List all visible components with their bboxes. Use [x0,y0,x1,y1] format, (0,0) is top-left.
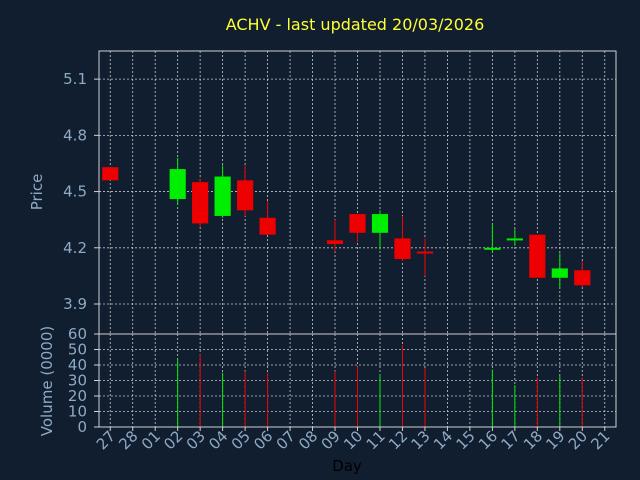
x-axis-ticks: 2728010203040506070809101112131415161718… [93,427,614,453]
volume-tick-label: 20 [68,387,87,405]
candle-16 [484,223,501,252]
x-axis-label: Day [332,457,362,475]
candle-body [506,238,523,241]
candle-body [169,169,186,200]
volume-axis-label: Volume (0000) [38,326,56,436]
candle-19 [551,253,568,290]
price-panel: 5.1 4.8 4.5 4.2 3.9 Price [28,50,617,335]
volume-tick-label: 30 [68,372,87,390]
volume-bars [177,344,583,427]
candle-05 [237,165,254,216]
chart-title: ACHV - last updated 20/03/2026 [226,15,485,34]
price-tick-label: 3.9 [63,295,87,313]
candle-03 [192,178,209,228]
candle-body [192,182,209,224]
candle-body [349,214,366,233]
candlesticks [102,157,591,290]
price-axis-ticks: 5.1 4.8 4.5 4.2 3.9 [63,70,99,313]
candle-18 [529,234,546,278]
volume-tick-label: 40 [68,356,87,374]
candle-body [102,167,119,181]
price-axis-label: Price [28,174,46,211]
volume-tick-label: 60 [68,325,87,343]
candle-body [237,180,254,211]
price-tick-label: 4.8 [63,126,87,144]
candle-11 [371,210,389,250]
candle-body [574,270,591,286]
candle-body [416,251,434,254]
candle-12 [394,215,411,261]
price-tick-label: 4.2 [63,239,87,257]
candle-27 [102,167,119,181]
candle-04 [214,165,231,218]
price-tick-label: 5.1 [63,70,87,88]
candle-20 [574,260,591,288]
candle-13 [416,238,434,276]
candle-body [394,238,411,260]
volume-tick-label: 10 [68,403,87,421]
volume-tick-label: 0 [77,418,87,436]
candle-09 [326,219,344,252]
candle-body [259,217,276,235]
candle-02 [169,157,186,205]
candle-body [371,214,389,233]
price-tick-label: 4.5 [63,183,87,201]
candle-body [214,176,231,216]
candle-body [529,234,546,278]
volume-tick-label: 50 [68,341,87,359]
candle-body [551,268,568,278]
candle-body [326,240,344,245]
candle-06 [259,200,276,235]
candle-10 [349,214,366,243]
candle-17 [506,229,523,246]
candle-body [484,247,501,250]
